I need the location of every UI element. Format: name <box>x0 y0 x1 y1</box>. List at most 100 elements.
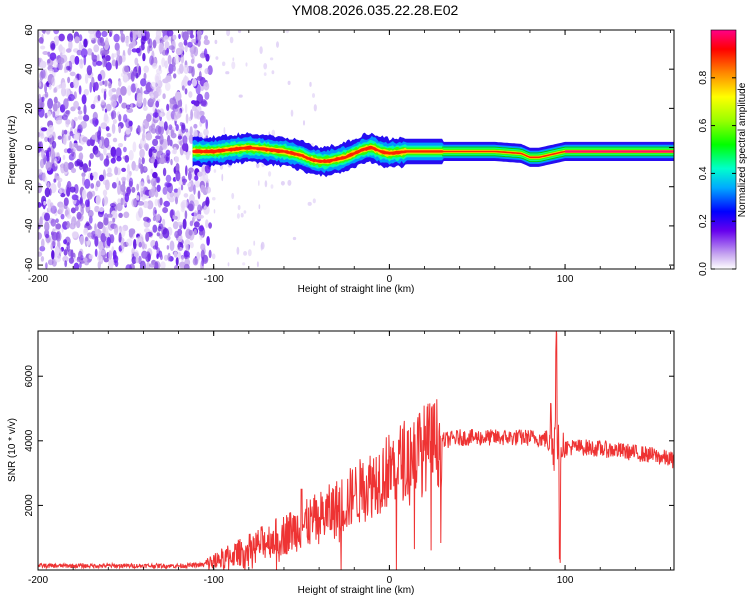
noise-blob <box>150 168 154 175</box>
noise-blob <box>40 100 45 109</box>
noise-blob <box>163 254 169 261</box>
noise-blob <box>74 55 80 65</box>
noise-blob <box>99 139 102 148</box>
noise-blob <box>165 174 172 183</box>
noise-blob <box>83 88 90 96</box>
noise-blob <box>135 195 140 201</box>
noise-blob <box>170 129 175 136</box>
noise-blob <box>208 249 212 259</box>
noise-blob <box>185 128 189 133</box>
noise-blob <box>118 143 123 148</box>
noise-blob <box>73 262 80 269</box>
noise-blob <box>53 96 58 104</box>
noise-blob <box>141 157 145 165</box>
noise-blob <box>134 57 139 66</box>
noise-blob <box>44 212 50 222</box>
noise-blob <box>94 205 100 213</box>
noise-blob <box>63 66 67 74</box>
noise-blob <box>201 99 207 106</box>
noise-blob <box>124 65 130 73</box>
noise-blob <box>83 114 90 122</box>
noise-blob-sparse <box>237 30 242 34</box>
noise-blob <box>78 41 83 51</box>
noise-blob <box>112 119 117 124</box>
noise-blob <box>190 30 193 39</box>
noise-blob <box>152 224 158 233</box>
noise-blob <box>148 188 156 198</box>
noise-blob <box>85 167 92 172</box>
noise-blob <box>125 127 131 135</box>
noise-blob <box>152 112 159 118</box>
noise-blob <box>150 93 154 99</box>
noise-blob <box>38 232 42 240</box>
noise-blob <box>120 242 125 250</box>
noise-blob-sparse <box>309 81 312 87</box>
noise-blob <box>58 44 63 53</box>
noise-blob-sparse <box>236 246 240 255</box>
noise-blob <box>62 221 68 226</box>
noise-blob <box>111 110 117 120</box>
spectrogram-x-axis-label: Height of straight line (km) <box>298 284 415 295</box>
noise-blob <box>43 200 46 206</box>
snr-series <box>38 331 674 570</box>
noise-blob <box>156 253 159 259</box>
noise-blob-sparse <box>237 204 241 211</box>
noise-blob-sparse <box>231 192 235 200</box>
noise-blob <box>91 76 95 88</box>
noise-blob <box>205 196 210 207</box>
noise-blob-sparse <box>243 210 247 214</box>
noise-blob <box>159 134 164 145</box>
noise-blob <box>178 42 184 48</box>
noise-blob <box>55 223 62 230</box>
noise-blob <box>121 176 127 182</box>
noise-blob <box>59 188 62 195</box>
noise-blob <box>159 254 163 261</box>
noise-blob <box>92 59 98 67</box>
noise-blob <box>191 66 195 78</box>
noise-blob <box>118 212 123 218</box>
noise-blob <box>90 183 95 189</box>
noise-blob <box>128 43 134 49</box>
noise-blob <box>81 172 86 178</box>
noise-blob <box>145 232 150 242</box>
noise-blob <box>174 156 180 163</box>
noise-blob <box>190 58 195 64</box>
noise-blob <box>143 65 149 73</box>
noise-blob <box>53 58 59 69</box>
noise-blob <box>205 219 209 229</box>
noise-blob <box>163 200 170 207</box>
noise-blob <box>203 81 210 91</box>
noise-blob <box>177 228 183 236</box>
noise-blob <box>85 237 89 242</box>
noise-blob <box>175 196 178 205</box>
noise-blob <box>106 172 113 177</box>
noise-blob <box>162 93 166 100</box>
noise-blob-sparse <box>312 198 316 204</box>
noise-blob <box>87 232 92 238</box>
noise-blob <box>118 114 122 122</box>
noise-blob <box>166 245 170 250</box>
noise-blob <box>177 135 183 140</box>
noise-blob <box>160 112 163 118</box>
noise-blob <box>147 45 151 54</box>
noise-blob <box>57 135 62 140</box>
noise-blob-sparse <box>264 180 268 188</box>
colorbar-tick-label: 0.0 <box>698 262 709 276</box>
noise-blob <box>94 150 101 158</box>
noise-blob <box>97 73 103 82</box>
noise-blob <box>181 199 188 208</box>
noise-blob <box>197 214 204 219</box>
noise-blob <box>193 184 196 195</box>
noise-blob <box>103 90 107 101</box>
noise-blob <box>72 147 76 153</box>
noise-blob <box>143 97 147 107</box>
noise-blob <box>71 118 74 128</box>
noise-blob <box>172 34 177 40</box>
noise-blob <box>200 243 206 251</box>
echo-trace <box>192 132 674 178</box>
noise-blob <box>88 30 95 35</box>
noise-blob <box>58 203 64 214</box>
noise-blob-sparse <box>242 262 246 266</box>
noise-blob <box>115 147 122 158</box>
